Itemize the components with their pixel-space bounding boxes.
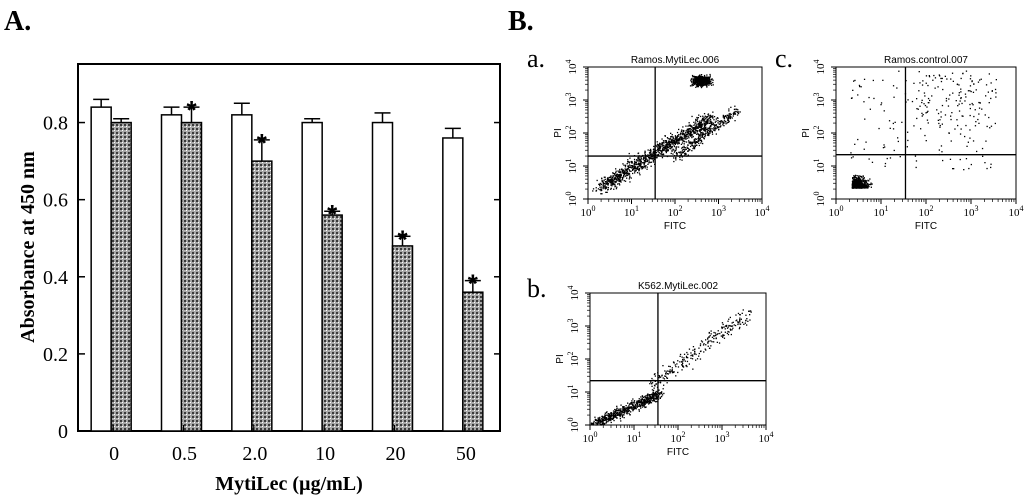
y-tick-label: 102 — [566, 352, 581, 367]
y-tick-label: 101 — [812, 159, 827, 174]
y-tick-label: 102 — [812, 126, 827, 141]
bar — [321, 214, 343, 432]
x-axis-label: FITC — [915, 221, 937, 232]
event-dots — [850, 70, 997, 189]
y-tick-label: 103 — [564, 93, 579, 108]
x-tick-label: 10 — [315, 443, 335, 465]
x-axis: 0 0.5 2.0 10 20 50 — [109, 425, 476, 465]
y-tick-label: 103 — [812, 93, 827, 108]
x-tick-label: 102 — [671, 430, 686, 445]
x-tick-label: 103 — [715, 430, 730, 445]
x-axis-label: FITC — [667, 447, 689, 458]
bar — [90, 106, 112, 432]
significance-marker: * — [397, 224, 408, 254]
bar — [442, 137, 464, 432]
y-axis-label: PI — [555, 354, 566, 363]
significance-marker: * — [327, 199, 338, 229]
significance-marker: * — [257, 128, 268, 158]
bar — [251, 160, 273, 432]
event-dots — [592, 73, 741, 195]
x-tick-label: 102 — [668, 204, 683, 219]
x-tick-label: 103 — [964, 204, 979, 219]
x-tick-label: 101 — [627, 430, 642, 445]
x-tick-label: 50 — [456, 443, 476, 465]
y-tick-label: 0.6 — [43, 190, 68, 212]
panel-label-b: B. — [508, 6, 534, 37]
plot-frame — [589, 292, 767, 426]
y-tick-label: 100 — [566, 418, 581, 433]
x-axis-label: FITC — [664, 221, 686, 232]
x-tick-label: 101 — [874, 204, 889, 219]
x-tick-label: 100 — [583, 430, 598, 445]
plot-title: Ramos.control.007 — [884, 55, 968, 66]
subpanel-label: a. — [527, 44, 545, 73]
y-tick-label: 104 — [566, 286, 581, 301]
x-tick-label: 0.5 — [172, 443, 197, 465]
x-tick-label: 0 — [109, 443, 119, 465]
y-tick-label: 101 — [564, 159, 579, 174]
y-tick-label: 0.4 — [43, 267, 68, 289]
y-tick-label: 0 — [58, 421, 68, 443]
bar — [391, 245, 414, 432]
y-tick-label: 104 — [812, 60, 827, 75]
bar-chart-bars: * * * * * — [90, 95, 484, 432]
x-tick-label: 104 — [1009, 204, 1024, 219]
y-tick-label: 103 — [566, 319, 581, 334]
y-tick-label: 0.8 — [43, 113, 68, 135]
y-tick-label: 0.2 — [43, 344, 68, 366]
bar — [180, 121, 203, 432]
significance-marker: * — [186, 95, 197, 125]
x-tick-label: 102 — [919, 204, 934, 219]
panel-label-a: A. — [4, 6, 31, 37]
y-axis-label: PI — [553, 128, 564, 137]
y-tick-label: 101 — [566, 385, 581, 400]
plot-title: Ramos.MytiLec.006 — [631, 55, 720, 66]
bar — [301, 121, 323, 432]
subpanel-label: c. — [775, 44, 793, 73]
bar-chart: * * * * * 0 0.2 0.4 0.6 0.8 0 0.5 2.0 10 20 50 Absorb… — [17, 63, 501, 495]
x-tick-label: 100 — [581, 204, 596, 219]
x-tick-label: 101 — [624, 204, 639, 219]
bar — [110, 121, 132, 432]
bar — [231, 114, 253, 432]
y-tick-label: 100 — [812, 192, 827, 207]
y-axis: 0 0.2 0.4 0.6 0.8 — [43, 113, 500, 443]
x-tick-label: 104 — [755, 204, 770, 219]
x-axis-label: MytiLec (µg/mL) — [215, 473, 363, 495]
x-tick-label: 100 — [829, 204, 844, 219]
subpanel-label: b. — [527, 274, 547, 303]
x-tick-label: 20 — [386, 443, 406, 465]
bar — [462, 291, 484, 432]
y-axis-label: Absorbance at 450 nm — [17, 151, 39, 343]
bar — [371, 121, 394, 432]
y-tick-label: 100 — [564, 192, 579, 207]
significance-marker: * — [468, 269, 479, 299]
plot-title: K562.MytiLec.002 — [638, 281, 718, 292]
y-axis-label: PI — [801, 128, 812, 137]
event-dots — [590, 309, 752, 426]
bar-chart-frame — [77, 63, 501, 432]
x-tick-label: 103 — [711, 204, 726, 219]
y-tick-label: 102 — [564, 126, 579, 141]
bar — [160, 114, 183, 432]
y-tick-label: 104 — [564, 60, 579, 75]
x-tick-label: 104 — [759, 430, 774, 445]
x-tick-label: 2.0 — [242, 443, 267, 465]
